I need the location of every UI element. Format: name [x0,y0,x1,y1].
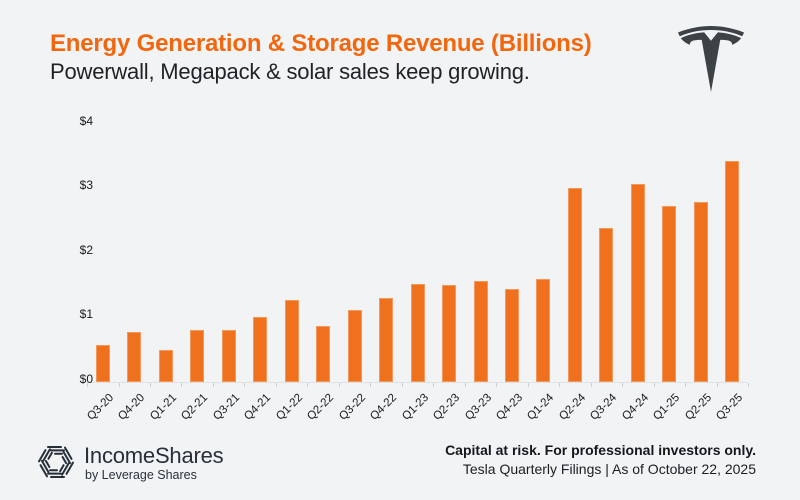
bar-Q4-22 [379,298,393,382]
bar-Q3-25 [725,161,740,382]
bar-Q4-24 [630,184,645,382]
x-tick [401,383,403,387]
x-tick [244,383,246,387]
x-tick [370,383,372,387]
x-tick [433,383,435,387]
bar-Q2-25 [693,201,708,382]
bar-Q1-25 [662,206,677,382]
bar-Q4-21 [253,317,268,382]
x-tick [150,383,151,387]
x-tick [212,383,214,387]
tesla-logo-icon [678,26,744,92]
plot-area [87,124,748,382]
x-tick [590,383,592,387]
x-tick [496,383,498,387]
x-tick [307,383,309,387]
y-axis-label: $4 [79,113,93,128]
x-tick [338,383,340,387]
bar-Q4-23 [504,289,519,382]
x-tick [181,383,183,387]
footer-source: Tesla Quarterly Filings | As of October … [462,461,756,477]
x-tick [559,383,561,387]
footer-disclaimer: Capital at risk. For professional invest… [445,442,756,458]
x-axis-line [87,382,748,383]
x-tick [87,383,88,387]
bar-Q3-24 [599,228,614,382]
bar-Q1-23 [410,283,425,382]
footer-byline: by Leverage Shares [85,468,197,482]
x-tick [622,383,624,387]
y-axis-label: $1 [79,307,93,322]
x-tick [748,383,749,387]
y-axis-label: $0 [79,372,93,386]
x-tick [275,383,277,387]
bar-Q2-22 [316,325,331,382]
bar-Q2-21 [190,330,205,382]
x-tick [653,383,655,387]
bar-Q2-23 [442,285,456,382]
bar-Q3-22 [347,310,362,382]
page-title: Energy Generation & Storage Revenue (Bil… [50,30,592,57]
page-subtitle: Powerwall, Megapack & solar sales keep g… [50,59,530,84]
x-tick [527,383,529,387]
bar-Q3-21 [221,329,236,382]
x-tick [118,383,120,387]
bar-Q3-23 [473,281,488,382]
x-tick [464,383,466,387]
y-axis-label: $3 [79,178,93,193]
y-axis-label: $2 [79,242,93,257]
bar-Q3-20 [95,344,110,382]
x-tick [685,383,686,387]
bar-Q2-24 [567,188,582,382]
x-tick [716,383,718,387]
bar-Q4-20 [127,331,142,382]
footer-brand-name: IncomeShares [84,443,224,468]
bar-Q1-22 [284,300,299,382]
incomeshares-logo-icon [38,446,74,478]
bar-Q1-21 [158,350,173,382]
bar-Q1-24 [536,278,551,382]
